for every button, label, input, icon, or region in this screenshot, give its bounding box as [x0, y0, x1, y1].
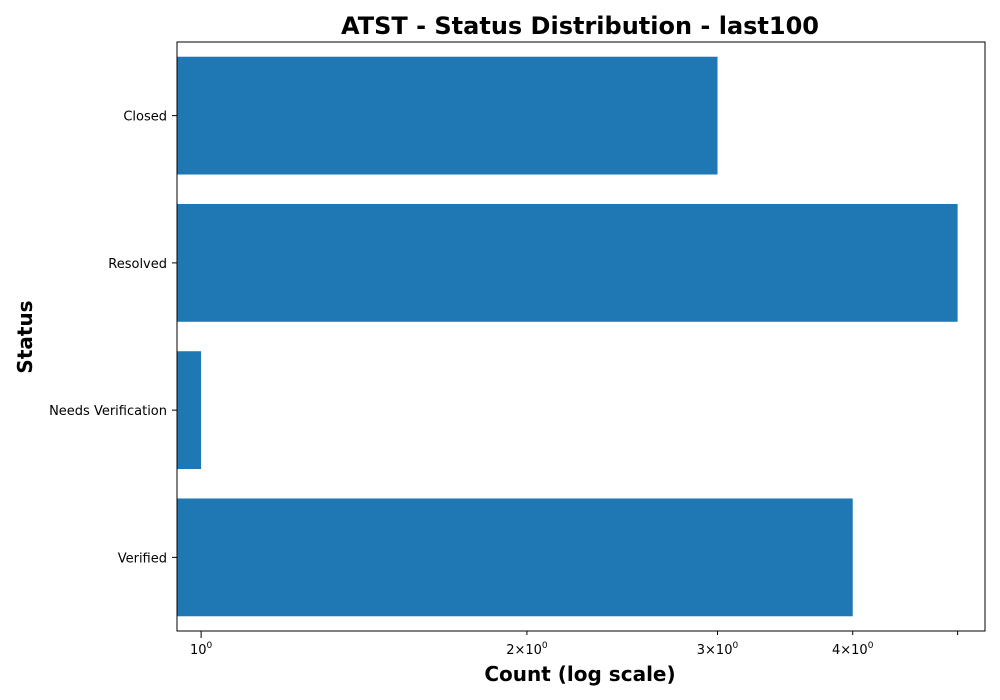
y-axis: Verified Needs Verification Resolved Closed	[49, 110, 177, 566]
bar-closed	[177, 56, 718, 175]
bar-verified	[177, 498, 853, 617]
y-tick-label: Resolved	[108, 257, 167, 272]
y-tick-label: Closed	[123, 110, 167, 125]
x-tick-label: 2×100	[506, 641, 548, 658]
y-tick-label: Verified	[118, 551, 167, 566]
plot-frame	[176, 41, 986, 632]
bar-needs-verification	[177, 351, 202, 470]
x-tick-label: 4×100	[832, 641, 874, 658]
bars-layer	[177, 56, 958, 617]
y-tick-label: Needs Verification	[49, 404, 167, 419]
x-tick-label: 3×100	[697, 641, 739, 658]
x-axis: 100 2×100 3×100 4×100	[190, 631, 959, 658]
bar-resolved	[177, 203, 958, 322]
x-axis-title: Count (log scale)	[484, 662, 675, 686]
y-axis-title: Status	[13, 300, 37, 373]
x-tick-label: 100	[190, 641, 213, 658]
chart-title: ATST - Status Distribution - last100	[341, 12, 819, 40]
